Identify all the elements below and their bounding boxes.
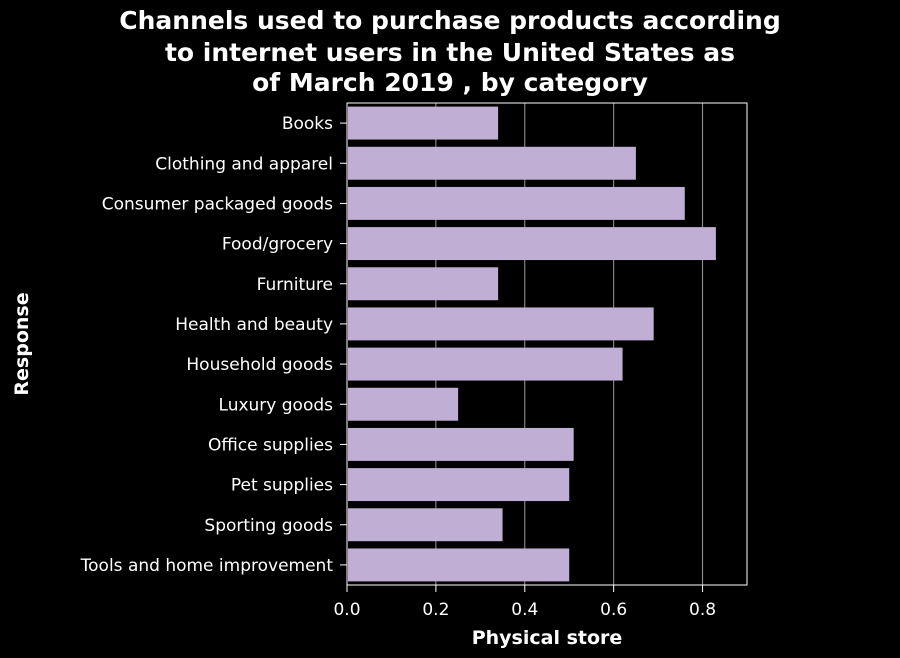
x-tick-label: 0.6 [600, 600, 627, 620]
x-tick-label: 0.8 [689, 600, 716, 620]
y-tick-label: Sporting goods [204, 516, 333, 536]
y-tick-label: Books [282, 114, 333, 134]
y-tick-label: Clothing and apparel [155, 154, 333, 174]
y-tick-label: Consumer packaged goods [102, 194, 333, 214]
axes: 0.0 0.2 0.4 0.6 0.8 Books Clothing and apparel… [80, 114, 716, 620]
bar [348, 508, 503, 542]
y-tick-label: Luxury goods [219, 395, 334, 415]
bar [348, 548, 570, 582]
y-tick-label: Tools and home improvement [80, 556, 334, 576]
y-tick-label: Household goods [186, 355, 333, 375]
y-tick-label: Furniture [257, 275, 333, 295]
chart-title-line-1: Channels used to purchase products accor… [119, 6, 781, 35]
bar [348, 106, 499, 140]
x-tick-label: 0.4 [511, 600, 538, 620]
bar [348, 227, 716, 261]
bar [348, 468, 570, 502]
y-axis-label: Response [11, 292, 33, 395]
plot-frame [346, 102, 748, 586]
bar [348, 307, 654, 341]
bar [348, 267, 499, 301]
y-tick-label: Food/grocery [222, 235, 333, 255]
x-tick-label: 0.0 [333, 600, 360, 620]
y-tick-label: Office supplies [208, 435, 333, 455]
x-axis-label: Physical store [472, 627, 623, 649]
chart-title-line-3: of March 2019 , by category [252, 68, 648, 97]
chart-title-line-2: to internet users in the United States a… [164, 38, 736, 67]
x-tick-label: 0.2 [422, 600, 449, 620]
bar [348, 146, 636, 180]
bars [348, 106, 716, 582]
y-tick-label: Pet supplies [231, 476, 333, 496]
grid-lines [435, 103, 704, 585]
bar [348, 347, 623, 381]
bar [348, 186, 685, 220]
bar [348, 427, 574, 461]
y-tick-label: Health and beauty [175, 315, 333, 335]
bar [348, 387, 459, 421]
